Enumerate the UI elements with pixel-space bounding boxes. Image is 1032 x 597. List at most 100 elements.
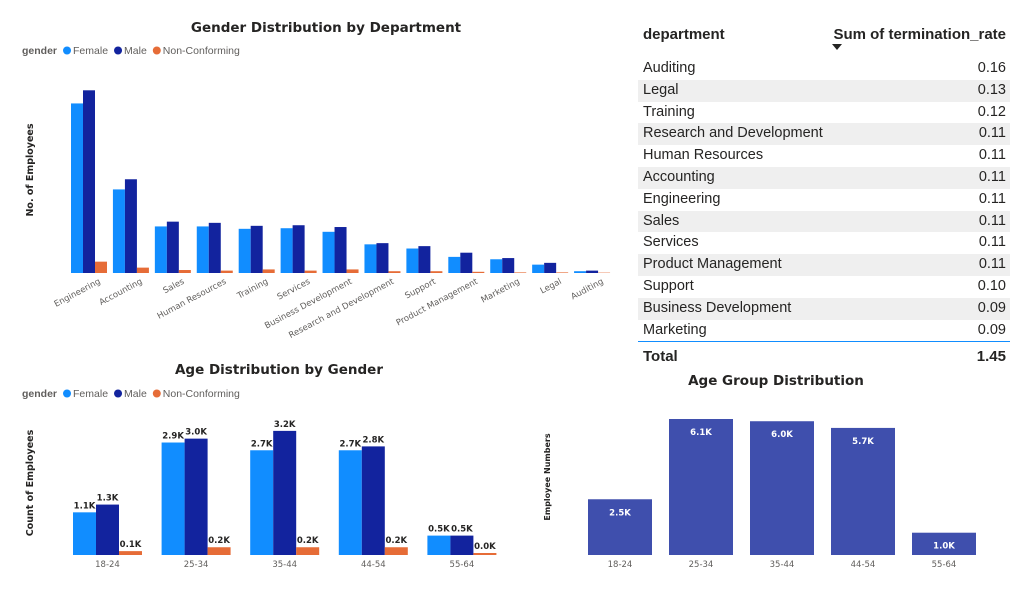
- legend-entry: Female: [73, 388, 108, 400]
- table-row[interactable]: Training 0.12: [638, 102, 1010, 124]
- cell-termination-rate: 0.11: [827, 166, 1010, 189]
- bar-female: [532, 264, 545, 273]
- legend-entry: Male: [124, 388, 147, 400]
- bar-male: [208, 222, 221, 273]
- bar-female: [161, 442, 185, 555]
- data-label: 3.2K: [274, 420, 296, 430]
- bar-non-conforming: [95, 261, 107, 273]
- bar-non-conforming: [473, 553, 497, 555]
- bar-male: [334, 227, 347, 273]
- table-row[interactable]: Support 0.10: [638, 276, 1010, 298]
- table-row[interactable]: Auditing 0.16: [638, 58, 1010, 80]
- cell-termination-rate: 0.11: [978, 234, 1006, 251]
- cell-department: Sales: [638, 210, 828, 233]
- cell-termination-rate: 0.11: [827, 123, 1010, 146]
- table-row[interactable]: Research and Development 0.11: [638, 123, 1010, 146]
- bar-female: [322, 231, 335, 273]
- data-label: 2.5K: [609, 508, 631, 518]
- x-tick-label: Product Management: [395, 277, 481, 329]
- cell-department: Services: [643, 234, 699, 251]
- chart-age-by-gender: Age Distribution by Gender gender Female Ma…: [22, 362, 497, 570]
- table-total-row: Total 1.45: [638, 341, 1010, 371]
- bar-male: [273, 430, 297, 555]
- bar-female: [448, 256, 461, 273]
- legend-marker: [63, 389, 72, 398]
- x-tick-label: 55-64: [450, 560, 475, 570]
- bar-female: [338, 450, 362, 555]
- cell-department: Business Development: [638, 297, 828, 320]
- chart-title: Age Group Distribution: [688, 373, 864, 389]
- table-row[interactable]: Human Resources 0.11: [638, 145, 1010, 167]
- table-row[interactable]: Sales 0.11: [638, 210, 1010, 233]
- table-row[interactable]: Marketing 0.09: [638, 320, 1010, 342]
- data-label: 1.3K: [97, 494, 119, 504]
- bar-male: [250, 225, 263, 273]
- bar-female: [238, 228, 251, 273]
- bar-male: [184, 438, 208, 555]
- chart-gender-by-department: Gender Distribution by Department gender F…: [22, 20, 611, 341]
- bar-male: [418, 246, 431, 273]
- bar-female: [574, 271, 587, 273]
- legend-marker: [152, 46, 161, 55]
- legend-marker: [63, 46, 72, 55]
- data-label: 0.2K: [385, 536, 407, 546]
- y-axis-label: Count of Employees: [25, 429, 36, 536]
- x-tick-label: 35-44: [770, 560, 795, 570]
- table-row[interactable]: Business Development 0.09: [638, 297, 1010, 320]
- cell-department: Legal: [638, 79, 828, 102]
- legend-marker: [114, 389, 123, 398]
- x-tick-label: Auditing: [570, 277, 606, 302]
- bar-female: [196, 226, 209, 273]
- bar-non-conforming: [384, 547, 408, 555]
- cell-department: Research and Development: [638, 123, 828, 146]
- table-row[interactable]: Accounting 0.11: [638, 166, 1010, 189]
- bar-non-conforming: [136, 267, 149, 273]
- bar-female: [490, 259, 503, 273]
- bar-male: [544, 262, 557, 273]
- table-header-row: department Sum of termination_rate: [638, 20, 1010, 58]
- data-label: 0.2K: [297, 536, 319, 546]
- cell-termination-rate: 0.09: [977, 321, 1006, 338]
- table-row[interactable]: Product Management 0.11: [638, 254, 1010, 276]
- data-label: 0.0K: [474, 542, 496, 552]
- sort-descending-icon: [831, 44, 842, 50]
- bar-non-conforming: [556, 272, 569, 273]
- termination-rate-table: department Sum of termination_rate Audit…: [638, 20, 1010, 371]
- bar-female: [71, 103, 83, 273]
- legend-entry: Female: [73, 45, 108, 57]
- cell-termination-rate: 0.10: [977, 277, 1006, 294]
- bar-non-conforming: [220, 270, 233, 273]
- table-row[interactable]: Engineering 0.11: [638, 189, 1010, 211]
- table-row[interactable]: Services 0.11: [638, 232, 1010, 254]
- column-header-termination-rate-label: Sum of termination_rate: [833, 26, 1006, 43]
- legend-marker: [114, 46, 123, 55]
- cell-termination-rate: 0.09: [827, 297, 1010, 320]
- column-header-termination-rate[interactable]: Sum of termination_rate: [828, 20, 1010, 58]
- table-row[interactable]: Legal 0.13: [638, 79, 1010, 102]
- legend-entry: Non-Conforming: [163, 388, 240, 400]
- legend-marker: [152, 389, 161, 398]
- cell-department: Engineering: [643, 190, 721, 207]
- data-label: 1.0K: [933, 542, 955, 552]
- legend-entry: Male: [124, 45, 147, 57]
- bar-age-group: [831, 427, 895, 555]
- cell-termination-rate: 0.11: [827, 254, 1010, 276]
- chart-age-group-distribution: Age Group Distribution Employee Numbers 2.…: [543, 373, 976, 570]
- data-label: 2.7K: [339, 439, 361, 449]
- bar-male: [361, 446, 385, 555]
- data-label: 0.5K: [451, 525, 473, 535]
- legend-title: gender: [22, 388, 57, 400]
- x-tick-label: Support: [403, 277, 438, 302]
- x-tick-label: Engineering: [53, 277, 103, 310]
- bar-non-conforming: [304, 270, 317, 273]
- bar-female: [427, 535, 451, 555]
- data-label: 6.1K: [690, 428, 712, 438]
- bar-non-conforming: [178, 270, 191, 273]
- bar-male: [450, 535, 474, 555]
- x-tick-label: 44-54: [851, 560, 876, 570]
- bar-age-group: [588, 499, 652, 555]
- x-tick-label: 25-34: [184, 560, 209, 570]
- cell-termination-rate: 0.11: [978, 190, 1006, 207]
- chart-title: Gender Distribution by Department: [191, 20, 462, 36]
- column-header-department[interactable]: department: [643, 26, 725, 43]
